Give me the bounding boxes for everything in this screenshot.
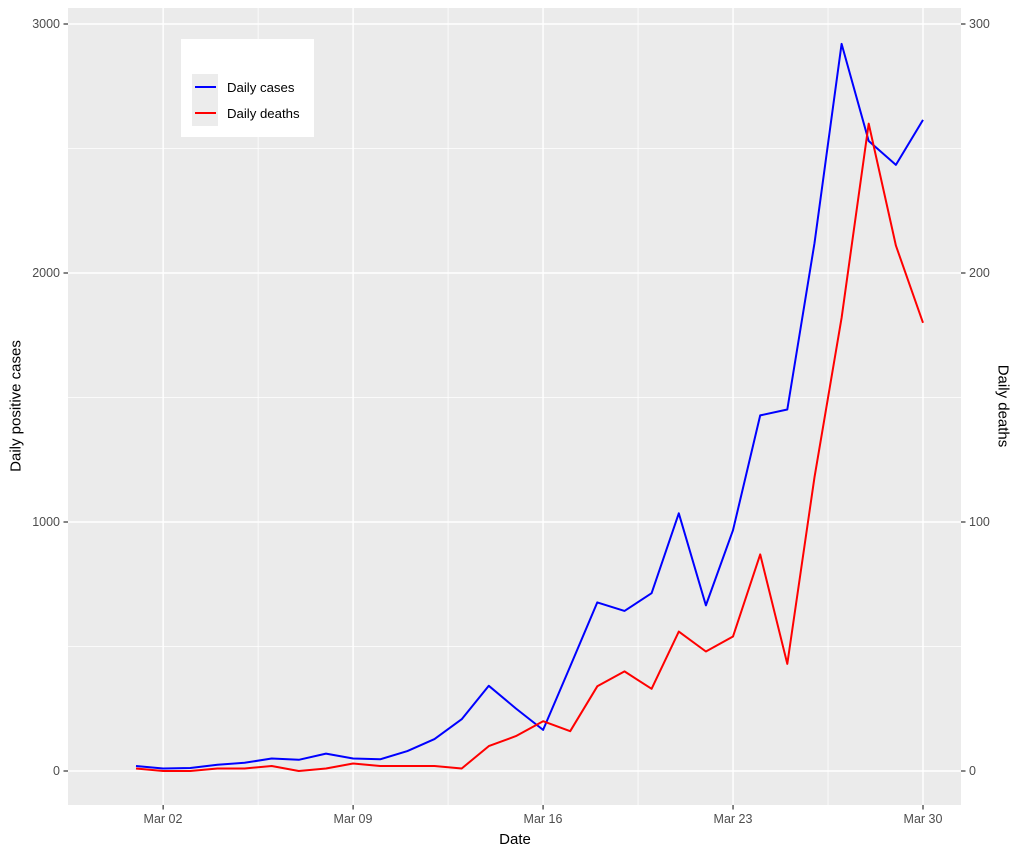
y-left-tick-0: 0 [53, 764, 60, 778]
legend-key-daily-cases [192, 74, 218, 100]
x-tick-mar02: Mar 02 [143, 812, 183, 826]
y-right-tick-200: 200 [969, 266, 990, 280]
legend-key-daily-deaths [192, 100, 218, 126]
y-right-tick-0: 0 [969, 764, 976, 778]
series-line-daily-deaths [135, 122, 924, 772]
legend-item-daily-cases: Daily cases [192, 74, 294, 100]
y-axis-title-right: Daily deaths [994, 364, 1012, 448]
y-left-tick-1000: 1000 [32, 515, 60, 529]
x-tick-mar16: Mar 16 [523, 812, 563, 826]
legend-label-daily-cases: Daily cases [227, 79, 295, 95]
legend-label-daily-deaths: Daily deaths [227, 105, 300, 121]
y-axis-title-left: Daily positive cases [7, 340, 25, 472]
legend-key-line-blue [194, 85, 216, 89]
legend-item-daily-deaths: Daily deaths [192, 100, 300, 126]
x-tick-mar30: Mar 30 [903, 812, 943, 826]
y-right-tick-300: 300 [969, 17, 990, 31]
x-tick-mar23: Mar 23 [713, 812, 753, 826]
x-tick-mar09: Mar 09 [333, 812, 373, 826]
y-left-tick-2000: 2000 [32, 266, 60, 280]
y-left-tick-3000: 3000 [32, 17, 60, 31]
legend-key-line-red [194, 111, 216, 115]
legend: Daily cases Daily deaths [181, 39, 314, 137]
series-line-daily-cases [135, 42, 924, 770]
x-axis-title: Date [499, 831, 531, 848]
y-right-tick-100: 100 [969, 515, 990, 529]
